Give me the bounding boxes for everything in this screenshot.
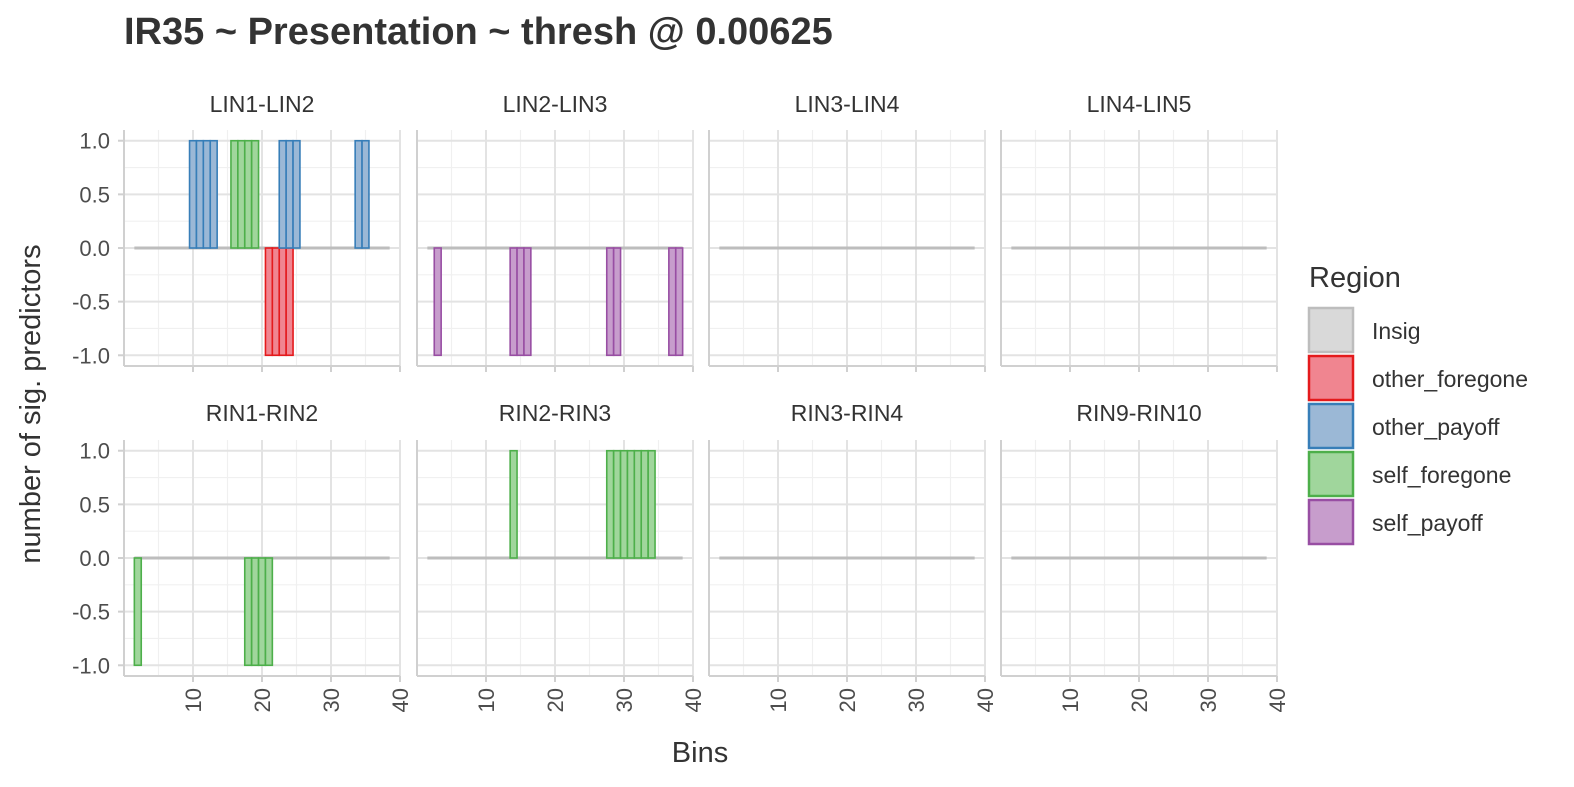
facet-panel: RIN3-RIN4 10 20 30 40 [708,400,998,712]
bar-self_foregone [605,449,615,559]
bar-other_foregone [278,247,287,357]
bar-other_payoff [188,139,198,249]
facet-panel: RIN2-RIN3 10 20 30 40 [416,400,706,712]
facet-panels: LIN1-LIN2 -1.0 -0.5 0.0 0.5 1.0 LIN2-LIN3 LIN3-… [72,91,1290,712]
x-tick-label: 10 [474,688,499,712]
x-tick-label: 40 [973,688,998,712]
bar-self_payoff [605,247,615,357]
legend-title: Region [1309,262,1401,294]
bar-self_payoff [433,247,442,357]
bar-self_payoff [674,247,684,357]
bar-self_payoff [612,247,622,357]
bar-other_foregone [285,247,294,357]
bar-self_foregone [612,449,622,559]
legend-label-Insig: Insig [1372,318,1421,344]
bar-other_payoff [209,139,218,249]
facet-strip-label: RIN3-RIN4 [791,400,904,426]
x-tick-label: 30 [612,688,637,712]
legend-key-Insig [1307,306,1355,354]
facet-panel: RIN1-RIN2 -1.0 -0.5 0.0 0.5 1.0 10 20 30 40 [72,400,413,712]
bar-self_payoff [509,247,518,357]
y-axis-title: number of sig. predictors [15,244,47,563]
legend-label-self_foregone: self_foregone [1372,462,1511,488]
bar-other_payoff [195,139,205,249]
facet-strip-label: LIN2-LIN3 [503,91,608,117]
y-tick-label: -0.5 [72,290,110,315]
legend-label-other_payoff: other_payoff [1372,414,1500,440]
bar-self_payoff [523,247,532,357]
bar-self_foregone [243,139,253,249]
x-tick-label: 40 [388,688,413,712]
bar-self_payoff [516,247,525,357]
legend-label-other_foregone: other_foregone [1372,366,1528,392]
facet-strip-label: RIN9-RIN10 [1076,400,1201,426]
y-tick-label: 0.0 [79,236,110,261]
bar-self_foregone [237,139,246,249]
bar-self_foregone [250,557,260,667]
bar-self_foregone [257,557,267,667]
legend-key-self_foregone [1307,450,1355,498]
x-tick-label: 30 [904,688,929,712]
bar-self_foregone [264,557,274,667]
legend-key-self_payoff [1307,498,1355,546]
bar-other_payoff [202,139,212,249]
chart-title: IR35 ~ Presentation ~ thresh @ 0.00625 [124,11,833,53]
legend-key-other_payoff [1307,402,1355,450]
x-tick-label: 10 [1058,688,1083,712]
x-tick-label: 30 [1196,688,1221,712]
bar-other_payoff [292,139,301,249]
bar-self_foregone [626,449,636,559]
y-tick-label: 0.5 [79,182,110,207]
bar-other_payoff [361,139,370,249]
x-tick-label: 20 [250,688,275,712]
y-tick-label: 1.0 [79,129,110,154]
bar-self_foregone [230,139,239,249]
bar-self_payoff [668,247,677,357]
bar-other_payoff [278,139,287,249]
facet-strip-label: RIN1-RIN2 [206,400,318,426]
x-tick-label: 10 [766,688,791,712]
bar-self_foregone [250,139,260,249]
y-tick-label: 0.0 [79,546,110,571]
x-tick-label: 30 [319,688,344,712]
bar-other_foregone [264,247,274,357]
y-tick-label: -0.5 [72,600,110,625]
y-tick-label: 1.0 [79,439,110,464]
x-tick-label: 20 [1127,688,1152,712]
legend-label-self_payoff: self_payoff [1372,510,1483,536]
x-tick-label: 10 [181,688,206,712]
bar-other_payoff [285,139,294,249]
bar-other_foregone [271,247,281,357]
bar-self_foregone [509,449,518,559]
facet-panel: LIN3-LIN4 [708,91,986,372]
facet-panel: RIN9-RIN10 10 20 30 40 [1000,400,1290,712]
bar-self_foregone [133,557,143,667]
x-tick-label: 40 [681,688,706,712]
facet-strip-label: LIN4-LIN5 [1087,91,1192,117]
legend: Region Insig other_foregone other_payoffse… [1307,262,1528,546]
facet-panel: LIN4-LIN5 [1000,91,1278,372]
x-tick-label: 40 [1265,688,1290,712]
facet-panel: LIN1-LIN2 -1.0 -0.5 0.0 0.5 1.0 [72,91,401,372]
y-tick-label: 0.5 [79,492,110,517]
bar-self_foregone [619,449,629,559]
y-tick-label: -1.0 [72,653,110,678]
x-tick-label: 20 [543,688,568,712]
facet-panel: LIN2-LIN3 [416,91,694,372]
bar-self_foregone [647,449,656,559]
bar-self_foregone [633,449,643,559]
legend-key-other_foregone [1307,354,1355,402]
bar-other_payoff [354,139,363,249]
facet-strip-label: RIN2-RIN3 [499,400,611,426]
y-tick-label: -1.0 [72,343,110,368]
bar-self_foregone [640,449,649,559]
facet-strip-label: LIN1-LIN2 [210,91,315,117]
x-tick-label: 20 [835,688,860,712]
facet-strip-label: LIN3-LIN4 [795,91,900,117]
bar-self_foregone [243,557,253,667]
x-axis-title: Bins [672,737,728,769]
